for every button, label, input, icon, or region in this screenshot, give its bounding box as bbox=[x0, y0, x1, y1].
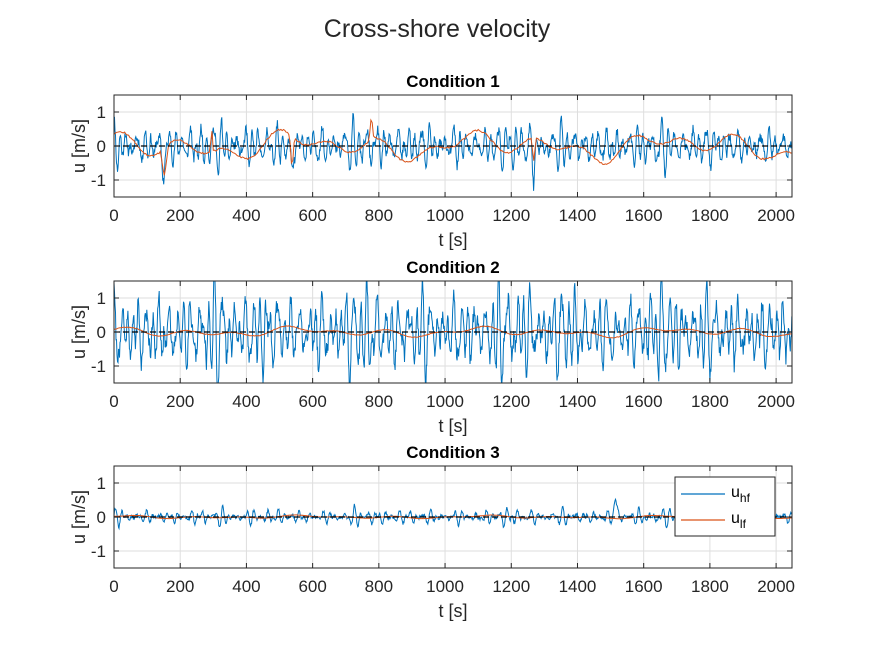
x-tick-label: 200 bbox=[166, 577, 194, 596]
x-tick-label: 1400 bbox=[559, 206, 597, 225]
x-tick-label: 1000 bbox=[426, 392, 464, 411]
x-tick-label: 1200 bbox=[492, 392, 530, 411]
x-tick-label: 800 bbox=[365, 577, 393, 596]
x-tick-label: 1800 bbox=[691, 206, 729, 225]
x-tick-label: 1400 bbox=[559, 392, 597, 411]
x-tick-label: 0 bbox=[109, 577, 118, 596]
panel-title: Condition 1 bbox=[406, 72, 499, 91]
x-tick-label: 2000 bbox=[757, 206, 795, 225]
x-axis-label: t [s] bbox=[438, 416, 467, 436]
x-tick-label: 800 bbox=[365, 392, 393, 411]
x-tick-label: 1400 bbox=[559, 577, 597, 596]
x-tick-label: 0 bbox=[109, 392, 118, 411]
panel-1: 0 200 400 600 800 1000 1200 1400 1600 1800 2000-10… bbox=[69, 72, 795, 250]
y-tick-label: 1 bbox=[97, 103, 106, 122]
x-tick-label: 1200 bbox=[492, 577, 530, 596]
x-tick-label: 0 bbox=[109, 206, 118, 225]
y-tick-label: 1 bbox=[97, 474, 106, 493]
x-tick-label: 200 bbox=[166, 392, 194, 411]
y-axis-label: u [m/s] bbox=[69, 305, 89, 359]
x-axis-label: t [s] bbox=[438, 601, 467, 621]
x-tick-label: 1600 bbox=[625, 577, 663, 596]
y-tick-label: 0 bbox=[97, 323, 106, 342]
y-tick-label: -1 bbox=[91, 171, 106, 190]
x-tick-label: 1800 bbox=[691, 392, 729, 411]
x-tick-label: 400 bbox=[232, 392, 260, 411]
x-tick-label: 1200 bbox=[492, 206, 530, 225]
figure-title: Cross-shore velocity bbox=[324, 15, 551, 43]
x-tick-label: 600 bbox=[298, 577, 326, 596]
panels: 0 200 400 600 800 1000 1200 1400 1600 1800 2000-10… bbox=[69, 72, 795, 621]
x-tick-label: 1800 bbox=[691, 577, 729, 596]
x-tick-label: 200 bbox=[166, 206, 194, 225]
y-tick-label: -1 bbox=[91, 357, 106, 376]
x-tick-label: 800 bbox=[365, 206, 393, 225]
y-tick-label: -1 bbox=[91, 542, 106, 561]
panel-2: 0 200 400 600 800 1000 1200 1400 1600 1800 2000-10… bbox=[69, 258, 795, 436]
x-tick-label: 600 bbox=[298, 206, 326, 225]
x-tick-label: 1600 bbox=[625, 392, 663, 411]
x-tick-label: 1000 bbox=[426, 577, 464, 596]
x-tick-label: 2000 bbox=[757, 392, 795, 411]
x-tick-label: 400 bbox=[232, 577, 260, 596]
series-line-u_hf bbox=[114, 112, 792, 191]
x-tick-label: 400 bbox=[232, 206, 260, 225]
y-tick-label: 1 bbox=[97, 289, 106, 308]
y-tick-label: 0 bbox=[97, 137, 106, 156]
y-tick-label: 0 bbox=[97, 508, 106, 527]
x-tick-label: 1600 bbox=[625, 206, 663, 225]
y-axis-label: u [m/s] bbox=[69, 490, 89, 544]
panel-3: 0 200 400 600 800 1000 1200 1400 1600 1800 2000-10… bbox=[69, 443, 795, 621]
x-tick-label: 600 bbox=[298, 392, 326, 411]
legend-box bbox=[674, 476, 776, 537]
panel-title: Condition 3 bbox=[406, 443, 499, 462]
x-tick-label: 1000 bbox=[426, 206, 464, 225]
panel-title: Condition 2 bbox=[406, 258, 499, 277]
x-tick-label: 2000 bbox=[757, 577, 795, 596]
series-line-u_hf bbox=[114, 281, 792, 383]
x-axis-label: t [s] bbox=[438, 230, 467, 250]
y-axis-label: u [m/s] bbox=[69, 119, 89, 173]
